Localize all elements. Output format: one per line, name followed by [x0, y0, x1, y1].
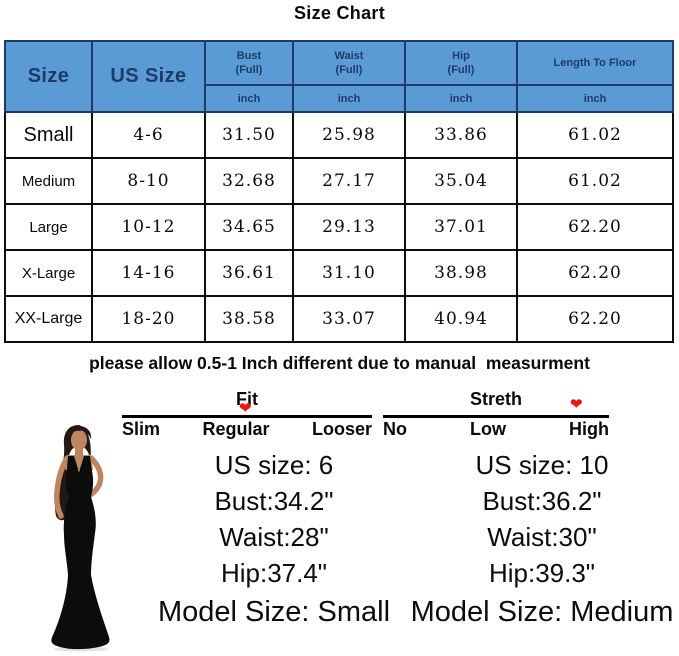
model-info-small: US size: 6 Bust:34.2" Waist:28" Hip:37.4…: [138, 447, 410, 631]
model-us-size: US size: 10: [475, 450, 609, 480]
us-size-cell: 10-12: [91, 203, 206, 251]
hip-cell: 38.98: [404, 249, 518, 297]
unit-length: inch: [516, 84, 674, 113]
stretch-scale-title: Streth: [469, 389, 522, 409]
header-bust-sub: (Full): [235, 64, 263, 76]
bust-cell: 38.58: [204, 295, 294, 343]
length-cell: 62.20: [516, 249, 674, 297]
length-cell: 62.20: [516, 203, 674, 251]
unit-waist: inch: [292, 84, 406, 113]
heart-icon: ❤: [570, 396, 583, 413]
waist-cell: 27.17: [292, 157, 406, 205]
header-size: Size: [4, 40, 93, 113]
table-row-large: Large 10-12 34.65 29.13 37.01 62.20: [4, 203, 674, 251]
us-size-cell: 4-6: [91, 111, 206, 159]
fit-scale-title: Fit: [236, 389, 258, 409]
model-size: Model Size: Medium: [410, 596, 674, 628]
table-row-medium: Medium 8-10 32.68 27.17 35.04 61.02: [4, 157, 674, 205]
bust-cell: 36.61: [204, 249, 294, 297]
bust-cell: 31.50: [204, 111, 294, 159]
size-chart-table: Size US Size Bust (Full) Waist (Full) Hi…: [4, 40, 674, 343]
header-waist-name: Waist: [334, 49, 364, 62]
header-us-size: US Size: [91, 40, 206, 113]
size-cell: XX-Large: [4, 295, 93, 343]
length-cell: 61.02: [516, 157, 674, 205]
fit-scale: Fit Slim Regular Looser: [122, 389, 372, 440]
header-length-name: Length To Floor: [553, 56, 637, 69]
us-size-cell: 8-10: [91, 157, 206, 205]
stretch-scale: Streth No Low High: [383, 389, 609, 440]
model-hip: Hip:39.3": [488, 558, 596, 588]
stretch-scale-line: [383, 415, 609, 418]
stretch-label-low: Low: [470, 419, 506, 439]
measurement-note: please allow 0.5-1 Inch different due to…: [89, 353, 590, 373]
length-cell: 61.02: [516, 111, 674, 159]
model-size: Model Size: Small: [157, 596, 391, 628]
model-info-medium: US size: 10 Bust:36.2" Waist:30" Hip:39.…: [408, 447, 676, 631]
model-waist: Waist:28": [219, 522, 329, 552]
table-header: Size US Size Bust (Full) Waist (Full) Hi…: [4, 40, 674, 113]
hip-cell: 40.94: [404, 295, 518, 343]
hip-cell: 37.01: [404, 203, 518, 251]
size-cell: X-Large: [4, 249, 93, 297]
waist-cell: 33.07: [292, 295, 406, 343]
header-hip-name: Hip: [452, 49, 470, 62]
waist-cell: 25.98: [292, 111, 406, 159]
header-bust-name: Bust: [236, 49, 262, 62]
model-bust: Bust:34.2": [214, 486, 334, 516]
bust-cell: 32.68: [204, 157, 294, 205]
fit-label-slim: Slim: [122, 419, 161, 439]
header-bust: Bust (Full): [204, 40, 294, 86]
header-length: Length To Floor: [516, 40, 674, 86]
hip-cell: 35.04: [404, 157, 518, 205]
table-row-small: Small 4-6 31.50 25.98 33.86 61.02: [4, 111, 674, 159]
unit-bust: inch: [204, 84, 294, 113]
model-waist: Waist:30": [487, 522, 597, 552]
bust-cell: 34.65: [204, 203, 294, 251]
model-hip: Hip:37.4": [220, 558, 328, 588]
size-cell: Small: [4, 111, 93, 159]
table-row-x-large: X-Large 14-16 36.61 31.10 38.98 62.20: [4, 249, 674, 297]
fit-label-looser: Looser: [311, 419, 372, 439]
table-row-xx-large: XX-Large 18-20 38.58 33.07 40.94 62.20: [4, 295, 674, 343]
header-waist: Waist (Full): [292, 40, 406, 86]
page-title: Size Chart: [293, 3, 386, 23]
size-cell: Large: [4, 203, 93, 251]
unit-hip: inch: [404, 84, 518, 113]
us-size-cell: 14-16: [91, 249, 206, 297]
size-cell: Medium: [4, 157, 93, 205]
fit-scale-line: [122, 415, 372, 418]
stretch-label-no: No: [383, 419, 407, 439]
length-cell: 62.20: [516, 295, 674, 343]
hip-cell: 33.86: [404, 111, 518, 159]
model-us-size: US size: 6: [214, 450, 334, 480]
waist-cell: 29.13: [292, 203, 406, 251]
us-size-cell: 18-20: [91, 295, 206, 343]
heart-icon: ❤: [239, 400, 252, 417]
model-bust: Bust:36.2": [482, 486, 602, 516]
header-hip-sub: (Full): [447, 64, 475, 76]
fit-label-regular: Regular: [202, 419, 270, 439]
header-waist-sub: (Full): [335, 64, 363, 76]
header-hip: Hip (Full): [404, 40, 518, 86]
model-photo: [51, 425, 110, 652]
stretch-label-high: High: [569, 419, 609, 439]
waist-cell: 31.10: [292, 249, 406, 297]
